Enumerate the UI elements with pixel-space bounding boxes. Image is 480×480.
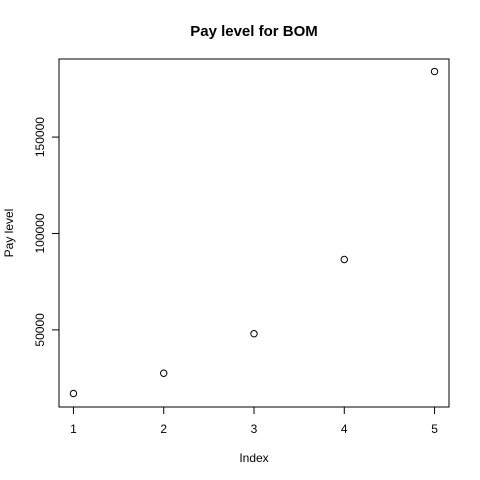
data-point: [340, 255, 348, 264]
x-axis: 1 2 3 4 5: [70, 406, 438, 436]
x-tick-label: 4: [341, 422, 348, 436]
x-tick-label: 1: [70, 422, 77, 436]
data-point: [250, 330, 258, 338]
x-tick-label: 3: [251, 422, 258, 436]
x-tick-label: 2: [160, 422, 167, 436]
x-axis-label: Index: [239, 451, 268, 465]
x-tick-label: 5: [431, 422, 438, 436]
y-axis: 50000 100000 150000: [33, 117, 60, 347]
y-tick-label: 50000: [33, 313, 47, 347]
y-tick-label: 100000: [33, 213, 47, 253]
y-tick-label: 150000: [33, 117, 47, 157]
plot-frame: [58, 58, 450, 408]
data-point: [160, 369, 168, 377]
y-axis-label: Pay level: [2, 209, 16, 258]
chart-title: Pay level for BOM: [190, 23, 318, 40]
data-point: [430, 67, 439, 76]
data-points: [69, 67, 439, 398]
data-point: [69, 389, 78, 398]
